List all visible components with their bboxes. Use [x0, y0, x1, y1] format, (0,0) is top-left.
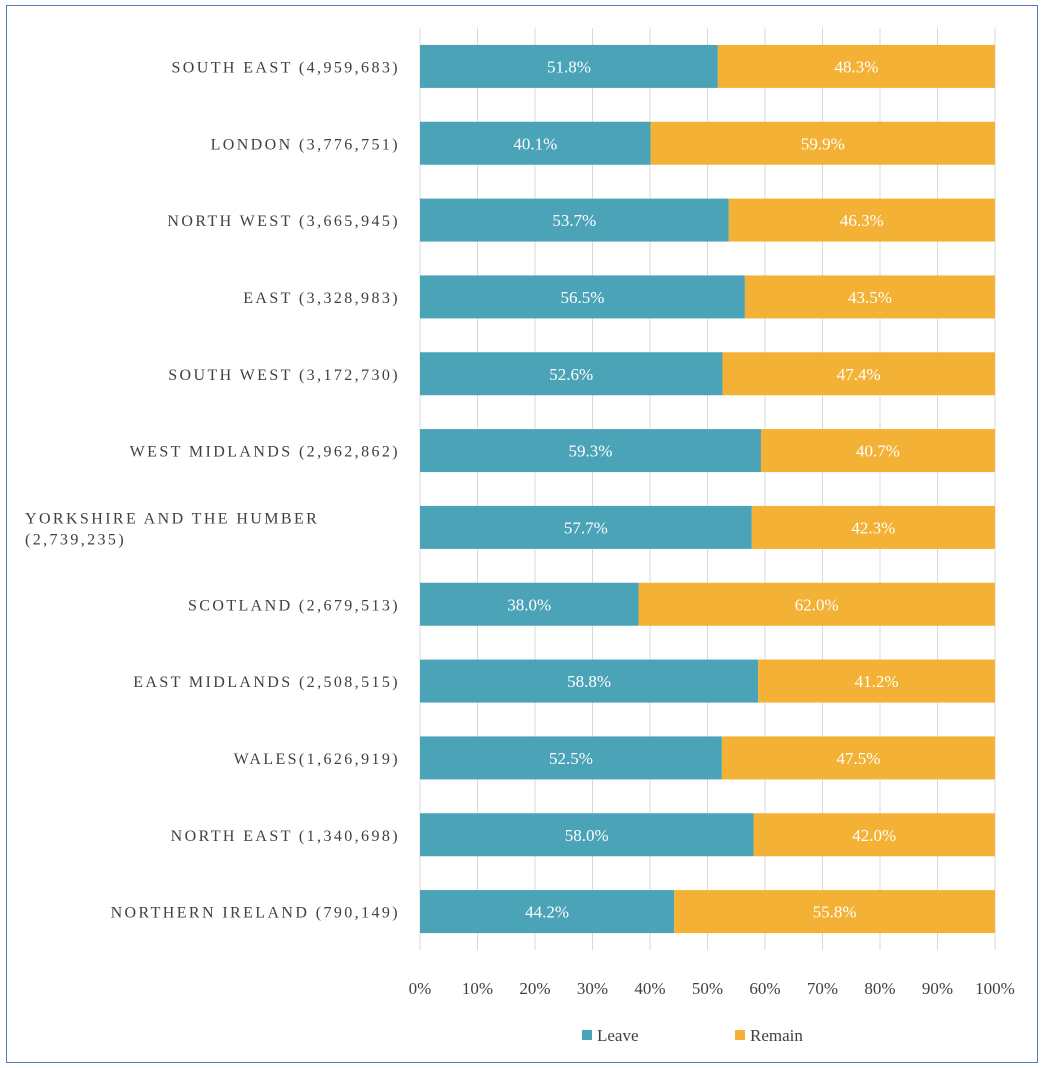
- category-label: NORTH WEST (3,665,945): [167, 213, 400, 230]
- bar-remain: [753, 813, 995, 857]
- x-tick-label: 50%: [692, 979, 723, 998]
- x-tick-label: 70%: [807, 979, 838, 998]
- bar-remain: [758, 659, 995, 703]
- data-label: 42.0%: [852, 826, 896, 845]
- data-label: 53.7%: [552, 211, 596, 230]
- category-label: WEST MIDLANDS (2,962,862): [130, 444, 400, 461]
- bar-remain: [722, 352, 995, 396]
- bar-remain: [751, 505, 995, 549]
- data-label: 57.7%: [564, 518, 608, 537]
- x-tick-label: 10%: [462, 979, 493, 998]
- x-tick-label: 30%: [577, 979, 608, 998]
- bars: 51.8% 48.3% 40.1% 59.9% 53.7% 46.3% 56.5% 43.5%…: [420, 44, 995, 934]
- bar-remain: [717, 44, 995, 88]
- bar-leave: [420, 44, 718, 88]
- x-tick-label: 0%: [409, 979, 432, 998]
- data-label: 47.5%: [836, 749, 880, 768]
- bar-remain: [650, 121, 995, 165]
- legend-label-leave: Leave: [597, 1026, 639, 1045]
- data-label: 42.3%: [851, 518, 895, 537]
- bar-remain: [674, 890, 995, 934]
- bar-leave: [420, 198, 729, 242]
- data-label: 41.2%: [855, 672, 899, 691]
- category-label: EAST MIDLANDS (2,508,515): [133, 674, 400, 691]
- data-label: 56.5%: [560, 288, 604, 307]
- gridlines: [419, 28, 996, 950]
- bar-remain: [728, 198, 995, 242]
- bar-leave: [420, 736, 722, 780]
- data-label: 44.2%: [525, 903, 569, 922]
- data-label: 58.8%: [567, 672, 611, 691]
- data-label: 55.8%: [813, 903, 857, 922]
- bar-leave: [420, 813, 754, 857]
- data-label: 52.5%: [549, 749, 593, 768]
- data-label: 59.3%: [569, 442, 613, 461]
- category-label: WALES(1,626,919): [234, 751, 400, 768]
- data-label: 59.9%: [801, 134, 845, 153]
- x-tick-label: 80%: [864, 979, 895, 998]
- x-tick-label: 60%: [749, 979, 780, 998]
- data-label: 58.0%: [565, 826, 609, 845]
- bar-leave: [420, 275, 745, 319]
- data-label: 51.8%: [547, 57, 591, 76]
- data-label: 52.6%: [549, 365, 593, 384]
- x-tick-label: 20%: [519, 979, 550, 998]
- data-label: 40.1%: [513, 134, 557, 153]
- category-label: SOUTH WEST (3,172,730): [168, 367, 400, 384]
- category-label: YORKSHIRE AND THE HUMBER (2,739,235): [25, 510, 319, 548]
- legend-swatch-remain: [735, 1030, 745, 1040]
- data-label: 46.3%: [840, 211, 884, 230]
- category-label: SCOTLAND (2,679,513): [188, 597, 400, 614]
- bar-leave: [420, 505, 752, 549]
- category-label: NORTH EAST (1,340,698): [171, 828, 400, 845]
- bar-leave: [420, 352, 723, 396]
- category-label: LONDON (3,776,751): [211, 136, 400, 153]
- category-label: SOUTH EAST (4,959,683): [171, 59, 400, 76]
- x-axis-ticks: 0% 10% 20% 30% 40% 50% 60% 70% 80% 90% 100%: [409, 979, 1015, 998]
- bar-remain: [744, 275, 995, 319]
- x-tick-label: 100%: [975, 979, 1015, 998]
- bar-remain: [721, 736, 995, 780]
- data-label: 38.0%: [507, 595, 551, 614]
- category-labels: SOUTH EAST (4,959,683) LONDON (3,776,751)…: [25, 59, 400, 922]
- bar-remain: [760, 429, 995, 473]
- legend-swatch-leave: [582, 1030, 592, 1040]
- category-label: EAST (3,328,983): [243, 290, 400, 307]
- category-label: NORTHERN IRELAND (790,149): [111, 905, 400, 922]
- bar-leave: [420, 890, 675, 934]
- bar-leave: [420, 659, 759, 703]
- data-label: 47.4%: [837, 365, 881, 384]
- bar-leave: [420, 582, 639, 626]
- bar-leave: [420, 429, 761, 473]
- data-label: 40.7%: [856, 442, 900, 461]
- bar-remain: [638, 582, 995, 626]
- legend: Leave Remain: [582, 1026, 803, 1045]
- x-tick-label: 40%: [634, 979, 665, 998]
- data-label: 48.3%: [834, 57, 878, 76]
- data-label: 62.0%: [795, 595, 839, 614]
- bar-leave: [420, 121, 651, 165]
- x-tick-label: 90%: [922, 979, 953, 998]
- legend-label-remain: Remain: [750, 1026, 803, 1045]
- data-label: 43.5%: [848, 288, 892, 307]
